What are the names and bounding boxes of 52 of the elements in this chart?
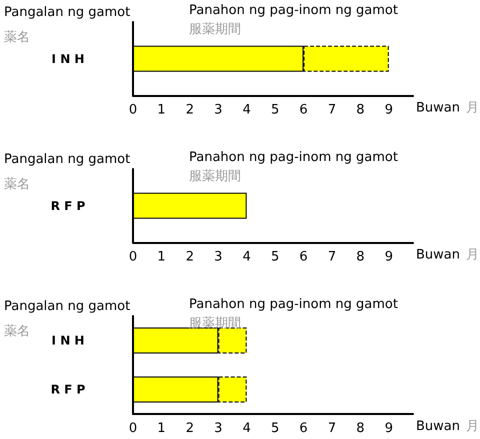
x-tick-label: 0 — [128, 421, 138, 436]
y-axis-title: Pangalan ng gamot — [4, 5, 130, 20]
x-tick-label: 3 — [214, 102, 222, 118]
x-tick-label: 6 — [299, 421, 308, 436]
x-tick-label: 8 — [356, 250, 365, 264]
y-tick-label: R F P — [50, 198, 86, 213]
x-tick-label: 2 — [186, 250, 194, 264]
x-tick-label: 6 — [299, 102, 308, 118]
x-tick-label: 4 — [242, 421, 251, 436]
x-tick-label: 1 — [157, 250, 166, 264]
text: 薬名 — [4, 324, 30, 339]
x-axis-title: Buwan — [416, 419, 460, 434]
chart-subtitle: 服薬期間 — [189, 316, 241, 331]
x-tick-label: 0 — [128, 102, 138, 118]
text: 薬名 — [4, 30, 30, 45]
x-tick-label: 9 — [384, 102, 393, 118]
text: 月 — [466, 248, 479, 262]
x-axis-title: Buwan — [416, 248, 460, 262]
x-tick-label: 4 — [242, 250, 251, 264]
y-tick-label: I N H — [52, 334, 84, 348]
x-tick-label: 5 — [270, 250, 280, 264]
chart-title: Panahon ng pag-inom ng gamot — [189, 150, 398, 165]
x-tick-label: 0 — [128, 250, 138, 264]
x-tick-label: 8 — [356, 421, 365, 436]
x-tick-label: 3 — [214, 250, 222, 264]
chart-title: Panahon ng pag-inom ng gamot — [189, 297, 398, 312]
y-tick-label: R F P — [50, 382, 86, 396]
x-tick-label: 1 — [157, 102, 166, 118]
x-axis-title: Buwan — [416, 100, 460, 116]
x-tick-label: 2 — [186, 421, 194, 436]
x-tick-label: 7 — [328, 102, 336, 118]
x-tick-label: 5 — [270, 421, 280, 436]
text: 月 — [466, 100, 479, 116]
x-tick-label: 9 — [384, 250, 393, 264]
x-tick-label: 4 — [242, 102, 251, 118]
x-tick-label: 6 — [299, 250, 308, 264]
text: 薬名 — [4, 177, 30, 192]
x-tick-label: 2 — [186, 102, 194, 118]
y-axis-title: Pangalan ng gamot — [4, 299, 130, 314]
chart-title: Panahon ng pag-inom ng gamot — [189, 3, 398, 18]
x-tick-label: 3 — [214, 421, 222, 436]
x-tick-label: 5 — [270, 102, 280, 118]
x-tick-label: 1 — [157, 421, 166, 436]
chart-subtitle: 服薬期間 — [189, 22, 241, 37]
x-tick-label: 8 — [356, 102, 365, 118]
x-tick-label: 9 — [384, 421, 393, 436]
x-tick-label: 7 — [328, 250, 336, 264]
chart-subtitle: 服薬期間 — [189, 169, 241, 184]
x-tick-label: 7 — [328, 421, 336, 436]
text: 月 — [466, 419, 479, 434]
y-tick-label: I N H — [52, 52, 84, 66]
y-axis-title: Pangalan ng gamot — [4, 152, 130, 167]
